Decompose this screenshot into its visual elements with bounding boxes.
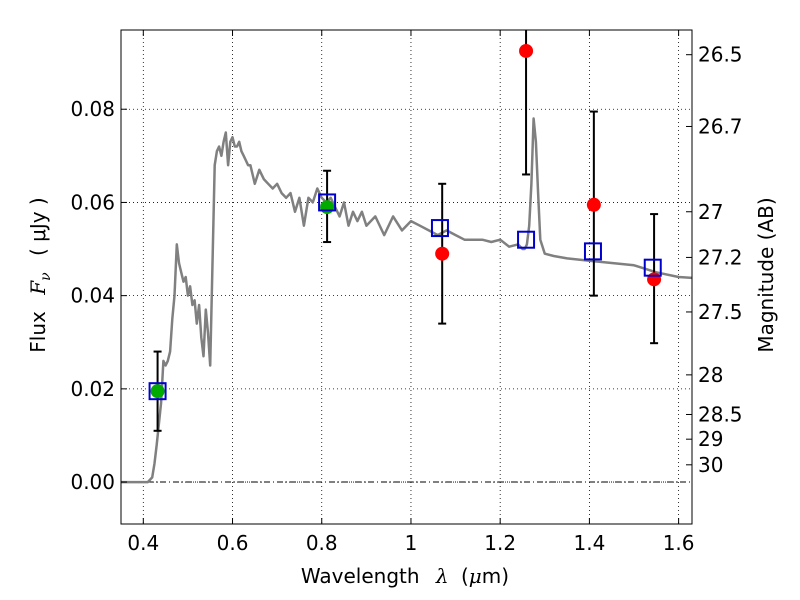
observed-point [435, 246, 450, 261]
x-tick-label: 0.6 [217, 531, 249, 555]
x-axis-label: Wavelength λ (μm) [301, 564, 509, 588]
right-tick-label: 28 [698, 363, 723, 387]
observed-point [647, 272, 662, 287]
x-tick-label: 0.4 [127, 531, 159, 555]
model-photometry-square [430, 219, 449, 238]
x-axis-unit-mu: μ [469, 564, 482, 588]
model-photometry-square [643, 258, 662, 277]
right-tick-label: 26.7 [698, 114, 743, 138]
right-tick-label: 26.5 [698, 43, 743, 67]
y-tick-label: 0.06 [70, 190, 115, 214]
right-tick-label: 27 [698, 200, 723, 224]
right-tick-label: 30 [698, 453, 723, 477]
model-photometry-square [318, 193, 337, 212]
x-tick-label: 1.2 [484, 531, 516, 555]
right-axis-label: Magnitude (AB) [754, 197, 778, 352]
x-axis-label-text: Wavelength [301, 564, 420, 588]
y-axis-symbol-nu: ν [38, 272, 54, 281]
error-bars [153, 30, 659, 432]
model-sed-line [121, 117, 693, 484]
right-tick-label: 28.5 [698, 402, 743, 426]
x-axis-unit-open: ( [461, 564, 469, 588]
y-tick-label: 0.04 [70, 284, 115, 308]
x-tick-label: 1 [405, 531, 418, 555]
y-axis-unit: ( μJy ) [26, 197, 50, 256]
x-tick-label: 0.8 [306, 531, 338, 555]
observed-points [150, 43, 662, 399]
x-tick-label: 1.4 [573, 531, 605, 555]
y-tick-label: 0.08 [70, 97, 115, 121]
axis-ticks: 0.4 0.6 0.8 1 1.2 1.4 1.6 0.00 0.02 0.04 0.06 0.08 2… [70, 30, 743, 555]
model-photometry-square [517, 230, 536, 249]
y-tick-label: 0.02 [70, 377, 115, 401]
model-photometry-square [583, 242, 602, 261]
y-tick-label: 0.00 [70, 470, 115, 494]
y-axis-label: Flux Fν ( μJy ) [26, 197, 55, 352]
model-photometry-square [148, 382, 167, 401]
model-photometry-points [148, 193, 662, 401]
grid [121, 30, 692, 524]
observed-point [586, 197, 601, 212]
observed-point [150, 384, 165, 399]
observed-point [320, 200, 335, 215]
y-axis-label-text: Flux [26, 311, 50, 353]
right-tick-label: 27.5 [698, 300, 743, 324]
x-axis-unit-rest: m) [482, 564, 509, 588]
x-tick-label: 1.6 [663, 531, 695, 555]
right-tick-label: 29 [698, 427, 723, 451]
model-sed [121, 117, 693, 484]
plot-frame [120, 29, 693, 525]
x-axis-lambda: λ [435, 564, 449, 588]
observed-point [519, 43, 534, 58]
y-axis-symbol-f: F [26, 280, 50, 296]
right-tick-label: 27.2 [698, 245, 743, 269]
